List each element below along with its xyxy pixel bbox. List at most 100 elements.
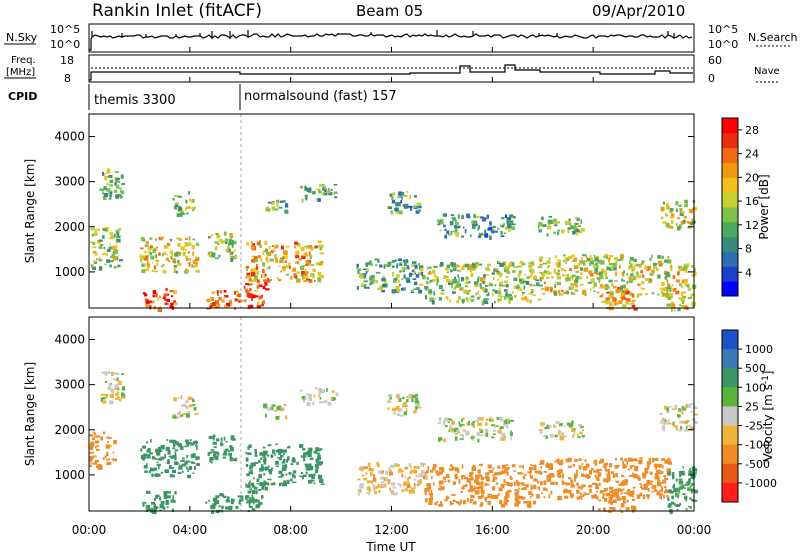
velocity-y-tick-label: 2000 — [54, 423, 85, 437]
velocity-echo-cell — [596, 490, 599, 493]
power-echo-cell — [605, 255, 608, 259]
velocity-echo-cell — [399, 397, 402, 402]
velocity-echo-cell — [404, 488, 409, 492]
power-echo-cell — [679, 303, 681, 307]
velocity-echo-cell — [168, 465, 172, 470]
nsearch-tick-top: 10^5 — [708, 23, 738, 36]
power-echo-cell — [115, 184, 120, 189]
velocity-echo-cell — [245, 495, 250, 499]
velocity-echo-cell — [271, 467, 273, 471]
velocity-echo-cell — [308, 394, 313, 397]
velocity-echo-cell — [576, 433, 579, 437]
power-echo-cell — [173, 302, 178, 305]
power-echo-cell — [629, 261, 632, 265]
power-echo-cell — [628, 276, 632, 280]
velocity-echo-cell — [426, 486, 431, 491]
velocity-echo-cell — [374, 485, 378, 490]
velocity-echo-cell — [377, 464, 380, 467]
velocity-echo-cell — [583, 492, 586, 494]
power-echo-cell — [537, 224, 540, 229]
velocity-echo-cell — [227, 450, 231, 453]
power-echo-cell — [594, 257, 599, 262]
velocity-echo-cell — [529, 469, 532, 474]
power-echo-region — [599, 285, 638, 311]
power-echo-cell — [292, 267, 296, 272]
velocity-echo-cell — [663, 486, 667, 489]
velocity-echo-cell — [380, 481, 385, 484]
velocity-echo-cell — [266, 454, 270, 457]
power-echo-cell — [256, 279, 259, 283]
power-echo-cell — [625, 290, 630, 294]
velocity-echo-cell — [529, 475, 532, 478]
velocity-echo-cell — [614, 488, 619, 492]
power-echo-cell — [539, 258, 542, 262]
velocity-echo-cell — [309, 473, 314, 477]
velocity-echo-cell — [680, 425, 682, 430]
velocity-echo-cell — [450, 502, 454, 505]
power-echo-cell — [457, 281, 460, 284]
velocity-echo-cell — [459, 433, 464, 436]
velocity-echo-cell — [575, 470, 578, 474]
velocity-echo-cell — [485, 477, 490, 482]
velocity-echo-cell — [359, 465, 364, 470]
power-echo-cell — [513, 285, 518, 289]
velocity-echo-cell — [423, 475, 429, 480]
velocity-echo-cell — [306, 393, 309, 396]
velocity-echo-cell — [689, 468, 691, 471]
power-echo-cell — [248, 283, 251, 286]
velocity-echo-cell — [659, 489, 663, 493]
velocity-echo-cell — [498, 487, 503, 492]
velocity-echo-cell — [187, 414, 190, 418]
power-echo-cell — [228, 299, 232, 305]
velocity-echo-cell — [153, 505, 158, 510]
velocity-echo-cell — [424, 471, 427, 476]
velocity-echo-cell — [572, 464, 576, 467]
power-echo-cell — [458, 277, 460, 282]
velocity-echo-cell — [306, 450, 310, 453]
power-echo-cell — [115, 179, 118, 183]
power-echo-cell — [228, 304, 232, 307]
power-echo-cell — [487, 292, 490, 295]
velocity-echo-cell — [500, 503, 504, 508]
power-echo-cell — [222, 240, 227, 243]
power-echo-cell — [589, 260, 594, 265]
power-echo-cell — [661, 216, 664, 220]
power-echo-cell — [246, 293, 252, 298]
power-echo-cell — [505, 276, 509, 278]
velocity-echo-cell — [505, 467, 508, 472]
power-echo-cell — [298, 258, 302, 261]
power-echo-cell — [319, 247, 323, 251]
power-echo-cell — [473, 281, 479, 285]
power-echo-cell — [508, 299, 511, 304]
power-echo-cell — [523, 285, 526, 290]
power-echo-cell — [278, 279, 281, 282]
velocity-echo-cell — [550, 476, 553, 478]
power-echo-cell — [693, 267, 696, 272]
velocity-echo-cell — [208, 499, 211, 502]
velocity-echo-cell — [585, 493, 590, 495]
velocity-echo-cell — [537, 470, 542, 473]
power-echo-region — [142, 287, 178, 313]
power-echo-cell — [151, 300, 155, 304]
power-echo-cell — [110, 260, 114, 263]
velocity-echo-cell — [662, 479, 667, 484]
velocity-echo-cell — [171, 470, 176, 473]
velocity-echo-cell — [285, 459, 289, 463]
power-echo-cell — [327, 187, 330, 192]
velocity-echo-cell — [480, 475, 483, 477]
velocity-echo-cell — [438, 437, 443, 441]
power-echo-cell — [504, 289, 508, 292]
velocity-echo-cell — [436, 472, 440, 476]
velocity-echo-cell — [448, 429, 451, 433]
power-echo-cell — [629, 256, 634, 261]
velocity-echo-cell — [245, 457, 249, 462]
power-echo-cell — [665, 222, 670, 228]
velocity-echo-cell — [541, 492, 543, 494]
power-echo-cell — [624, 288, 629, 292]
velocity-echo-cell — [301, 395, 306, 400]
nave-tick-bottom: 0 — [708, 72, 715, 85]
power-echo-cell — [173, 267, 176, 271]
velocity-echo-cell — [294, 475, 296, 479]
velocity-echo-cell — [211, 510, 215, 514]
power-echo-cell — [494, 284, 497, 287]
